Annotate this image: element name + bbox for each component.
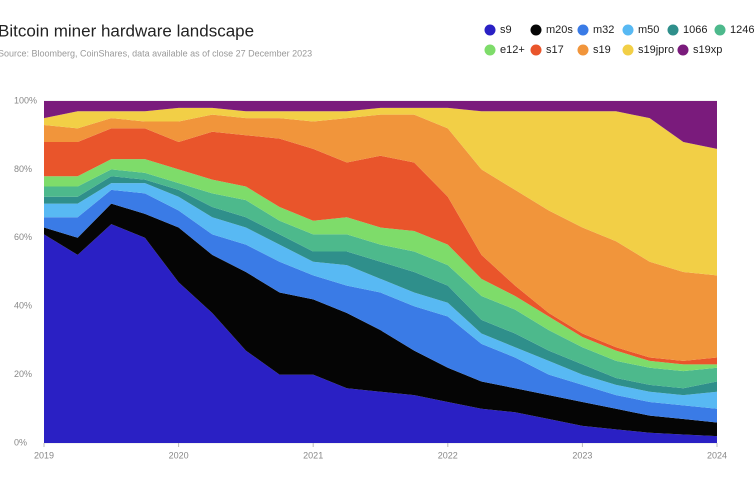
legend-item: s19xp: [677, 44, 722, 56]
x-tick-label: 2024: [707, 450, 727, 460]
x-tick-label: 2019: [34, 450, 54, 460]
area: [44, 169, 717, 389]
legend-swatch: [530, 44, 542, 56]
legend: s9 m20s m32 m50 1066 1246 e12+ s17 s19 s19jpro s19…: [484, 24, 754, 56]
legend-label: 1246: [730, 24, 754, 36]
legend-item: m20s: [530, 24, 573, 36]
area: [44, 203, 717, 437]
legend-swatch: [577, 24, 589, 36]
legend-item: m50: [622, 24, 659, 36]
plot-area: [44, 101, 717, 443]
legend-swatch: [530, 24, 542, 36]
area: [44, 128, 717, 365]
chart-title: Bitcoin miner hardware landscape: [0, 21, 254, 40]
area: [44, 159, 717, 372]
legend-swatch: [484, 24, 496, 36]
y-tick-label: 100%: [14, 95, 37, 105]
x-tick-label: 2020: [169, 450, 189, 460]
legend-label: m32: [593, 24, 614, 36]
legend-swatch: [714, 24, 726, 36]
x-tick-label: 2023: [572, 450, 592, 460]
area: [44, 114, 717, 361]
y-tick-label: 0%: [14, 437, 27, 447]
x-tick-label: 2021: [303, 450, 323, 460]
area: [44, 224, 717, 443]
legend-label: m20s: [546, 24, 573, 36]
area: [44, 189, 717, 423]
legend-label: s9: [500, 24, 512, 36]
y-tick-label: 20%: [14, 369, 32, 379]
legend-item: s19jpro: [622, 44, 674, 56]
y-tick-label: 60%: [14, 232, 32, 242]
legend-label: m50: [638, 24, 659, 36]
y-tick-label: 40%: [14, 301, 32, 311]
legend-item: s9: [484, 24, 512, 36]
legend-swatch: [577, 44, 589, 56]
legend-swatch: [622, 44, 634, 56]
legend-label: s19xp: [693, 44, 722, 56]
legend-swatch: [484, 44, 496, 56]
legend-item: s19: [577, 44, 611, 56]
legend-item: 1066: [667, 24, 707, 36]
legend-swatch: [677, 44, 689, 56]
axes: 0% 20% 40% 60% 80% 100% 2019 2020 2021 2022 2023 20…: [14, 95, 727, 460]
legend-label: 1066: [683, 24, 707, 36]
area: [44, 107, 717, 276]
legend-swatch: [667, 24, 679, 36]
area: [44, 101, 717, 149]
legend-item: e12+: [484, 44, 525, 56]
y-tick-label: 80%: [14, 164, 32, 174]
legend-swatch: [622, 24, 634, 36]
legend-label: s17: [546, 44, 564, 56]
x-tick-label: 2022: [438, 450, 458, 460]
legend-label: s19jpro: [638, 44, 674, 56]
legend-label: s19: [593, 44, 611, 56]
legend-item: 1246: [714, 24, 754, 36]
legend-item: s17: [530, 44, 564, 56]
chart-subtitle: Source: Bloomberg, CoinShares, data avai…: [0, 48, 312, 58]
legend-item: m32: [577, 24, 614, 36]
legend-label: e12+: [500, 44, 525, 56]
